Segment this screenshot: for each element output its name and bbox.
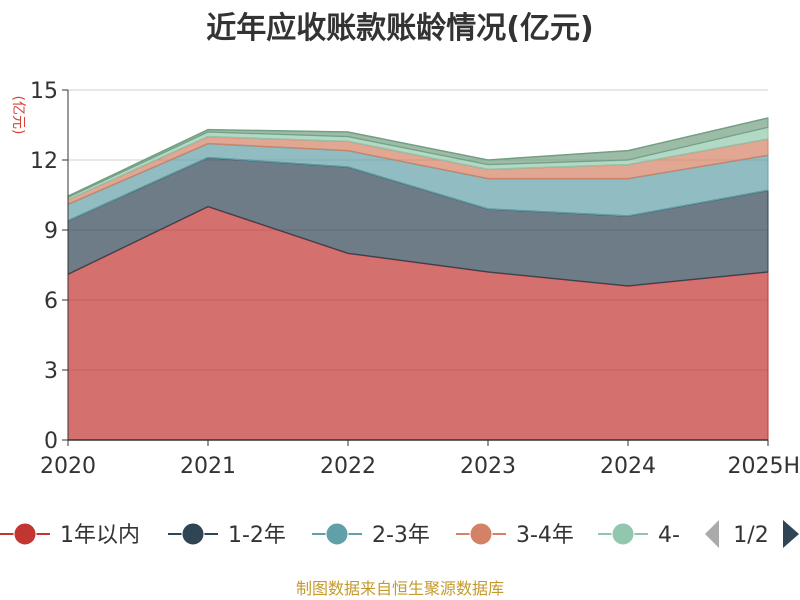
y-axis-label: (亿元)	[10, 96, 26, 135]
legend-item-5[interactable]: 4-	[598, 522, 680, 548]
legend-next-page-icon[interactable]	[783, 520, 799, 548]
legend-label: 1年以内	[60, 523, 140, 548]
legend-label: 1-2年	[228, 523, 286, 548]
x-tick-label: 2020	[40, 454, 96, 479]
source-note: 制图数据来自恒生聚源数据库	[296, 579, 504, 598]
legend-marker	[181, 522, 205, 546]
x-tick-label: 2022	[320, 454, 376, 479]
legend-item-2[interactable]: 1-2年	[168, 522, 286, 548]
x-tick-label: 2024	[600, 454, 656, 479]
legend-prev-page-icon[interactable]	[705, 520, 719, 548]
y-tick-label: 12	[30, 149, 58, 174]
legend-item-3[interactable]: 2-3年	[312, 522, 430, 548]
axes: 0 3 6 9 12 15 2020 2021 2022 2023 2024 2025H	[30, 79, 800, 479]
legend-label: 2-3年	[372, 523, 430, 548]
legend-label: 4-	[658, 523, 680, 548]
y-tick-label: 3	[44, 359, 58, 384]
chart-title: 近年应收账款账龄情况(亿元)	[206, 11, 593, 46]
area-series-group	[67, 117, 769, 441]
legend-label: 3-4年	[516, 523, 574, 548]
legend-marker	[325, 522, 349, 546]
legend-item-1[interactable]: 1年以内	[0, 522, 140, 548]
x-tick-label: 2023	[460, 454, 516, 479]
x-tick-label: 2025H	[727, 454, 800, 479]
y-tick-label: 9	[44, 219, 58, 244]
legend: 1年以内 1-2年 2-3年 3-4年 4- 1/2	[0, 520, 799, 548]
y-tick-label: 15	[30, 79, 58, 104]
x-tick-label: 2021	[180, 454, 236, 479]
legend-marker	[469, 522, 493, 546]
y-tick-label: 6	[44, 289, 58, 314]
legend-marker	[611, 522, 635, 546]
legend-marker	[13, 522, 37, 546]
legend-item-4[interactable]: 3-4年	[456, 522, 574, 548]
legend-page-indicator: 1/2	[733, 523, 768, 548]
y-tick-label: 0	[44, 429, 58, 454]
area-series-6-line	[67, 117, 769, 197]
